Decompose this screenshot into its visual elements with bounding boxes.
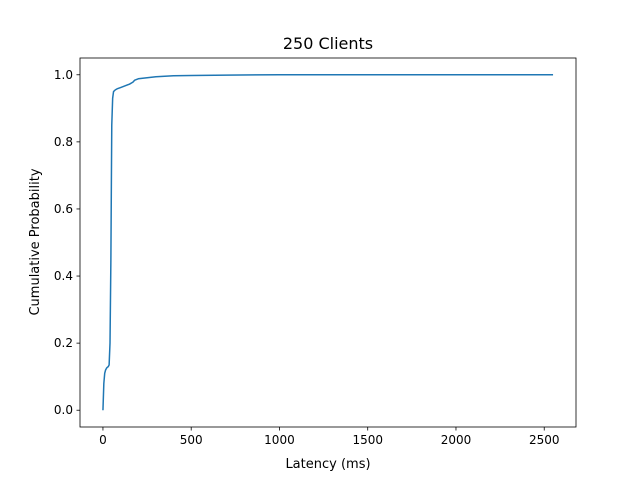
x-tick-label-3: 1500 [352, 433, 383, 447]
x-tick-label-5: 2500 [529, 433, 560, 447]
y-tick-label-2: 0.4 [54, 269, 73, 283]
x-axis-label: Latency (ms) [285, 457, 370, 472]
y-tick-label-3: 0.6 [54, 202, 73, 216]
y-tick-label-0: 0.0 [54, 403, 73, 417]
plot-area: 0 500 1000 1500 2000 2500 0.0 0.2 0.4 0.6 0.8 1.0 [54, 57, 577, 447]
x-tick-label-1: 500 [180, 433, 203, 447]
x-tick-label-0: 0 [99, 433, 107, 447]
chart-title: 250 Clients [283, 34, 373, 53]
x-tick-label-4: 2000 [441, 433, 472, 447]
y-tick-label-5: 1.0 [54, 68, 73, 82]
axes-frame [79, 57, 577, 428]
y-axis-label: Cumulative Probability [28, 168, 43, 315]
y-tick-label-1: 0.2 [54, 336, 73, 350]
series-line-0 [102, 74, 554, 411]
x-tick-label-2: 1000 [264, 433, 295, 447]
y-tick-label-4: 0.8 [54, 135, 73, 149]
